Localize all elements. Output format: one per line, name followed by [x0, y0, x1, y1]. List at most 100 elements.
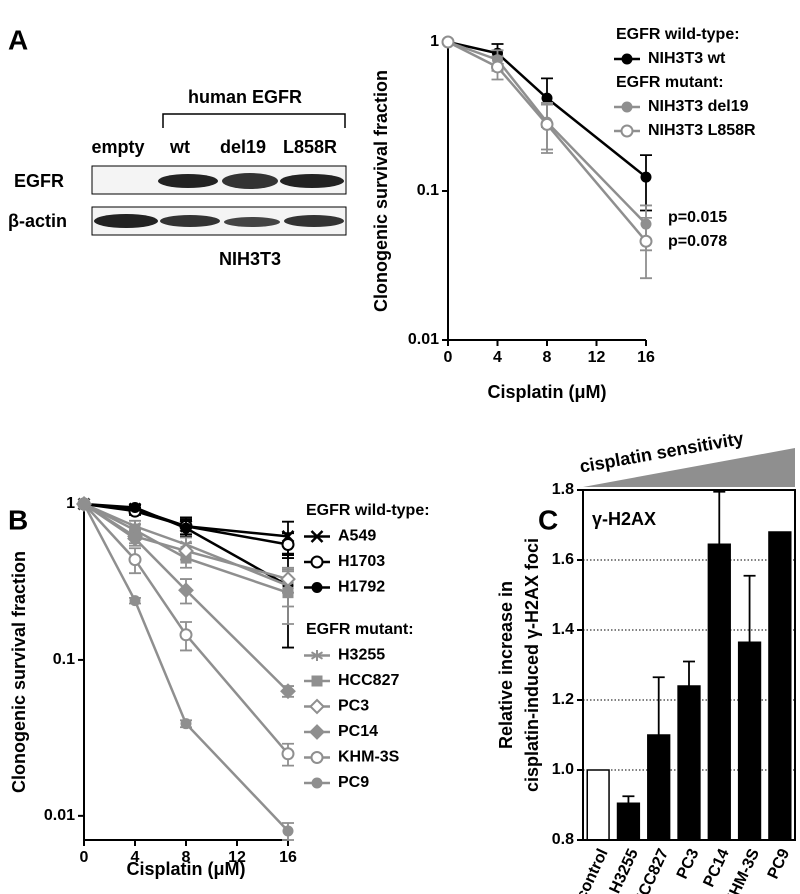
legend-label: NIH3T3 del19 — [648, 98, 749, 115]
y-tick-label: 1.8 — [552, 481, 574, 498]
x-tick-label: PC14 — [700, 846, 732, 890]
point — [178, 582, 194, 599]
point — [129, 501, 141, 513]
x-tick-label: 0 — [80, 849, 89, 866]
plot-frame — [582, 489, 796, 841]
legend-marker — [311, 675, 323, 687]
x-tick-label: wt control — [563, 846, 611, 894]
error-bar — [640, 154, 652, 212]
bar — [707, 543, 731, 841]
bar — [737, 641, 762, 841]
inset-label: γ-H2AX — [592, 509, 656, 529]
x-tick-label: 4 — [493, 349, 502, 366]
point — [540, 117, 554, 131]
point — [178, 543, 194, 559]
series-line — [447, 40, 647, 179]
legend-label: H3255 — [338, 647, 385, 664]
band — [284, 215, 344, 227]
point — [179, 628, 193, 642]
error-bar — [683, 660, 695, 686]
point — [180, 522, 192, 534]
legend-marker — [621, 101, 633, 113]
error-bar — [713, 490, 726, 545]
x-tick-label: PC3 — [674, 846, 703, 881]
y-axis-label: Relative increase in — [496, 581, 516, 749]
blot-header: human EGFR — [188, 87, 302, 107]
lane-label: L858R — [283, 137, 337, 157]
legend-label: PC14 — [338, 723, 378, 740]
y-tick-label: 1.2 — [552, 691, 574, 708]
point — [128, 553, 142, 567]
legend-marker — [621, 53, 633, 65]
cell-line: NIH3T3 — [219, 249, 281, 269]
x-axis-label: Cisplatin (μM) — [126, 859, 245, 879]
legend-marker — [310, 751, 324, 764]
legend-heading: EGFR mutant: — [306, 621, 414, 638]
legend-label: NIH3T3 wt — [648, 50, 726, 67]
point — [129, 595, 141, 607]
legend-marker — [311, 777, 323, 789]
bar — [616, 802, 641, 841]
point — [541, 92, 553, 104]
annotation: p=0.078 — [668, 233, 727, 250]
legend-heading: EGFR wild-type: — [306, 502, 430, 519]
legend-marker — [311, 582, 323, 593]
point — [441, 35, 455, 49]
legend-label: PC9 — [338, 774, 369, 791]
point — [280, 683, 296, 700]
bar — [768, 531, 792, 841]
point — [78, 498, 90, 510]
y-axis-label: cisplatin-induced γ-H2AX foci — [522, 538, 542, 792]
y-axis-label: Clonogenic survival fraction — [371, 70, 391, 312]
legend-label: A549 — [338, 528, 376, 545]
series-line — [83, 503, 289, 755]
row-label: EGFR — [14, 171, 64, 191]
legend-marker — [310, 530, 324, 543]
series-line — [447, 40, 647, 225]
lane-label: del19 — [220, 137, 266, 157]
legend-label: KHM-3S — [338, 749, 400, 766]
error-bar — [652, 676, 665, 735]
point — [180, 718, 192, 730]
x-axis-label: Cisplatin (μM) — [487, 382, 606, 402]
y-tick-label: 1.0 — [552, 761, 574, 778]
x-tick-label: H3255 — [607, 846, 642, 894]
panel-label: C — [538, 504, 558, 535]
y-tick-label: 0.8 — [552, 831, 574, 848]
error-bar — [743, 574, 756, 643]
legend-heading: EGFR wild-type: — [616, 26, 740, 43]
band — [280, 174, 344, 188]
x-tick-label: 4 — [131, 849, 140, 866]
bar — [647, 734, 671, 841]
band — [94, 214, 158, 228]
y-tick-label: 0.1 — [53, 651, 75, 668]
point — [639, 234, 653, 248]
point — [282, 825, 294, 837]
error-bar — [640, 216, 652, 280]
wedge — [583, 448, 795, 487]
legend-label: H1703 — [338, 553, 385, 570]
legend-label: PC3 — [338, 698, 369, 715]
x-tick-label: 16 — [279, 849, 297, 866]
legend-heading: EGFR mutant: — [616, 74, 724, 91]
x-tick-label: 16 — [637, 349, 655, 366]
series-line — [82, 503, 289, 832]
x-tick-label: 8 — [543, 349, 552, 366]
panel-label: B — [8, 504, 28, 535]
band — [158, 174, 218, 188]
legend-label: H1792 — [338, 579, 385, 596]
point — [281, 537, 295, 551]
x-tick-label: 8 — [182, 849, 191, 866]
legend-label: HCC827 — [338, 672, 399, 689]
y-tick-label: 1.6 — [552, 551, 574, 568]
panel-label: A — [8, 24, 28, 55]
point — [281, 747, 295, 761]
point — [127, 530, 143, 547]
point — [640, 171, 652, 183]
band — [224, 217, 280, 227]
y-tick-label: 0.1 — [417, 182, 439, 199]
y-tick-label: 0.01 — [44, 807, 75, 824]
series-line — [83, 502, 289, 587]
